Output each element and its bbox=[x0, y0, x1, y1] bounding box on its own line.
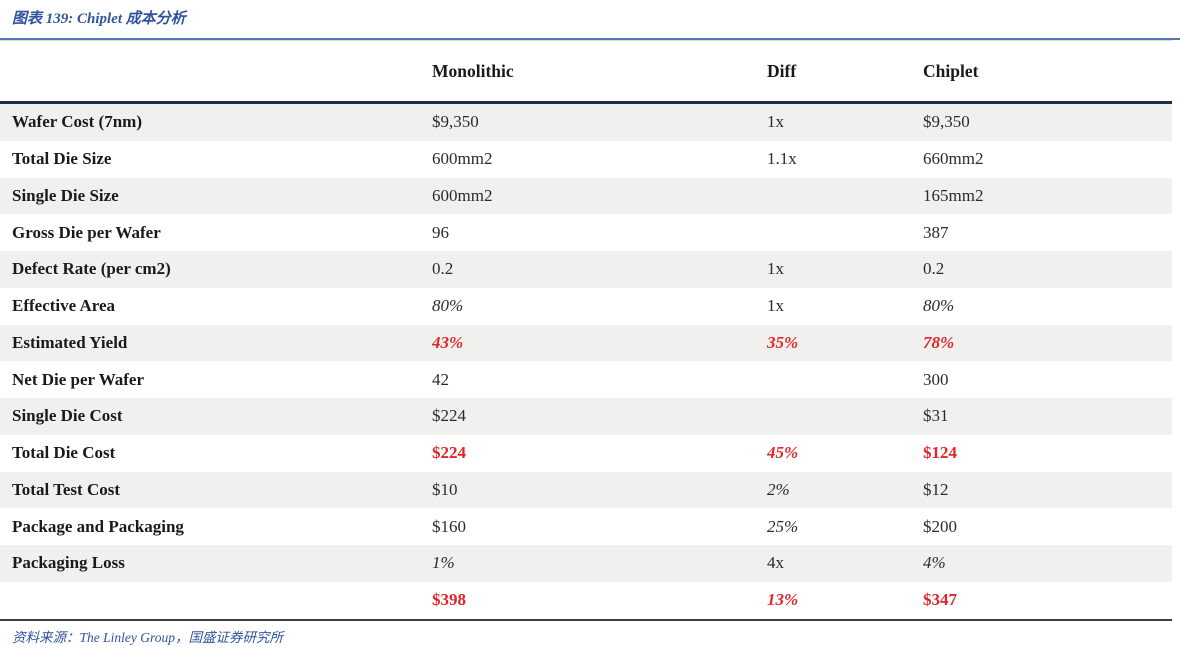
cell-monolithic: 600mm2 bbox=[432, 185, 493, 205]
cell-monolithic: $224 bbox=[432, 406, 466, 426]
cell-diff: 1.1x bbox=[767, 149, 797, 169]
row-label: Packaging Loss bbox=[12, 553, 125, 573]
table-row: Package and Packaging $160 25% $200 bbox=[0, 508, 1172, 545]
row-label: Package and Packaging bbox=[12, 516, 184, 536]
table-row: Defect Rate (per cm2) 0.2 1x 0.2 bbox=[0, 251, 1172, 288]
cell-monolithic: 96 bbox=[432, 222, 449, 242]
cell-monolithic: 0.2 bbox=[432, 259, 454, 279]
table-row: Net Die per Wafer 42 300 bbox=[0, 361, 1172, 398]
cell-chiplet: 300 bbox=[923, 369, 949, 389]
table-body: Wafer Cost (7nm) $9,350 1x $9,350 Total Die … bbox=[0, 104, 1172, 621]
cell-diff: 25% bbox=[767, 516, 799, 536]
table-row: Single Die Size 600mm2 165mm2 bbox=[0, 177, 1172, 215]
cell-diff: 1x bbox=[767, 296, 784, 316]
cell-chiplet: 660mm2 bbox=[923, 149, 984, 169]
row-label: Total Test Cost bbox=[12, 479, 121, 499]
cell-monolithic: 80% bbox=[432, 296, 464, 316]
row-label: Wafer Cost (7nm) bbox=[12, 112, 142, 132]
table-row: Estimated Yield 43% 35% 78% bbox=[0, 324, 1172, 362]
cell-chiplet: $200 bbox=[923, 516, 957, 536]
table-row: Packaging Loss 1% 4x 4% bbox=[0, 545, 1172, 582]
row-label: Estimated Yield bbox=[12, 332, 128, 352]
table-row: $398 13% $347 bbox=[0, 582, 1172, 619]
title-divider bbox=[0, 38, 1180, 40]
row-label: Total Die Cost bbox=[12, 443, 116, 463]
table-row: Single Die Cost $224 $31 bbox=[0, 398, 1172, 435]
cell-monolithic: $160 bbox=[432, 516, 466, 536]
cell-monolithic: $224 bbox=[432, 443, 466, 463]
cell-chiplet: $347 bbox=[923, 590, 957, 610]
row-label: Defect Rate (per cm2) bbox=[12, 259, 171, 279]
cell-monolithic: $10 bbox=[432, 479, 458, 499]
cell-diff: 1x bbox=[767, 259, 784, 279]
figure-title: 图表 139: Chiplet 成本分析 bbox=[12, 11, 186, 27]
cell-diff: 13% bbox=[767, 590, 799, 610]
cell-monolithic: $398 bbox=[432, 590, 466, 610]
table-header-row: Monolithic Diff Chiplet bbox=[0, 40, 1172, 104]
table-row: Effective Area 80% 1x 80% bbox=[0, 288, 1172, 325]
table-row: Total Die Cost $224 45% $124 bbox=[0, 435, 1172, 472]
row-label: Single Die Cost bbox=[12, 406, 123, 426]
chiplet-cost-table: Monolithic Diff Chiplet Wafer Cost (7nm)… bbox=[0, 40, 1172, 621]
cell-diff: 1x bbox=[767, 112, 784, 132]
table-row: Total Die Size 600mm2 1.1x 660mm2 bbox=[0, 141, 1172, 178]
cell-diff: 45% bbox=[767, 443, 799, 463]
table-row: Total Test Cost $10 2% $12 bbox=[0, 471, 1172, 509]
cell-chiplet: 78% bbox=[923, 332, 955, 352]
col-header-chiplet: Chiplet bbox=[923, 60, 979, 81]
cell-monolithic: 43% bbox=[432, 332, 464, 352]
table-row: Gross Die per Wafer 96 387 bbox=[0, 214, 1172, 251]
cell-monolithic: 42 bbox=[432, 369, 449, 389]
table-row: Wafer Cost (7nm) $9,350 1x $9,350 bbox=[0, 104, 1172, 141]
row-label: Net Die per Wafer bbox=[12, 369, 145, 389]
row-label: Gross Die per Wafer bbox=[12, 222, 161, 242]
cell-diff: 35% bbox=[767, 332, 799, 352]
row-label: Effective Area bbox=[12, 296, 116, 316]
cell-chiplet: $9,350 bbox=[923, 112, 970, 132]
cell-chiplet: $124 bbox=[923, 443, 957, 463]
cell-chiplet: $31 bbox=[923, 406, 949, 426]
cell-chiplet: 165mm2 bbox=[923, 185, 984, 205]
cell-diff: 4x bbox=[767, 553, 784, 573]
cell-diff: 2% bbox=[767, 479, 790, 499]
col-header-monolithic: Monolithic bbox=[432, 60, 514, 81]
cell-chiplet: 0.2 bbox=[923, 259, 945, 279]
cell-monolithic: 600mm2 bbox=[432, 149, 493, 169]
row-label: Single Die Size bbox=[12, 185, 119, 205]
cell-chiplet: 80% bbox=[923, 296, 955, 316]
cell-monolithic: $9,350 bbox=[432, 112, 479, 132]
source-note: 资料来源：The Linley Group，国盛证券研究所 bbox=[12, 629, 283, 645]
cell-chiplet: 387 bbox=[923, 222, 949, 242]
row-label: Total Die Size bbox=[12, 149, 112, 169]
cell-chiplet: 4% bbox=[923, 553, 946, 573]
cell-monolithic: 1% bbox=[432, 553, 455, 573]
col-header-diff: Diff bbox=[767, 60, 797, 81]
cell-chiplet: $12 bbox=[923, 479, 949, 499]
